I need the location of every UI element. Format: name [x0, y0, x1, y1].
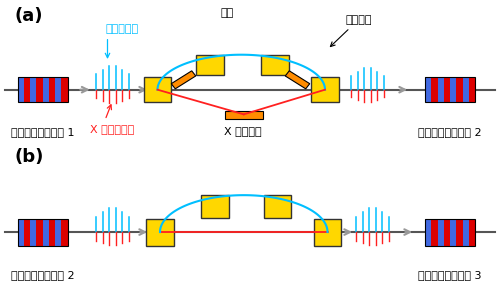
- Text: アンジュレーター 2: アンジュレーター 2: [10, 270, 74, 280]
- Text: (a): (a): [15, 7, 44, 25]
- Text: シケイン: シケイン: [345, 15, 372, 25]
- Bar: [24, 77, 30, 102]
- Text: 磁石: 磁石: [221, 7, 234, 18]
- Bar: [462, 77, 469, 102]
- Bar: [18, 77, 24, 102]
- Bar: [30, 77, 36, 102]
- Bar: [36, 77, 43, 102]
- Bar: [444, 77, 450, 102]
- Bar: [49, 218, 55, 246]
- Bar: [55, 218, 62, 246]
- Text: X 線ミラー: X 線ミラー: [224, 126, 262, 136]
- Bar: [36, 218, 43, 246]
- Bar: [55, 77, 62, 102]
- Text: アンジュレーター 1: アンジュレーター 1: [11, 127, 74, 137]
- Bar: [431, 218, 438, 246]
- Bar: [261, 55, 289, 75]
- Bar: [42, 218, 49, 246]
- Text: X 線レーザー: X 線レーザー: [90, 124, 134, 134]
- Bar: [144, 77, 171, 102]
- Bar: [450, 77, 456, 102]
- Bar: [311, 77, 339, 102]
- Bar: [42, 77, 49, 102]
- Text: 電子ビーム: 電子ビーム: [105, 24, 138, 34]
- Bar: [24, 218, 30, 246]
- Bar: [62, 77, 68, 102]
- Bar: [456, 218, 462, 246]
- Text: (b): (b): [15, 148, 44, 166]
- Bar: [286, 71, 310, 89]
- Bar: [425, 218, 431, 246]
- Bar: [264, 195, 291, 218]
- Bar: [172, 71, 196, 89]
- Bar: [314, 218, 341, 246]
- Bar: [456, 77, 462, 102]
- Bar: [462, 218, 469, 246]
- Bar: [444, 218, 450, 246]
- Bar: [18, 218, 68, 246]
- Bar: [18, 218, 24, 246]
- Bar: [146, 218, 174, 246]
- Bar: [469, 218, 475, 246]
- Bar: [431, 77, 438, 102]
- Bar: [438, 218, 444, 246]
- Bar: [18, 77, 68, 102]
- Bar: [450, 218, 456, 246]
- Bar: [438, 77, 444, 102]
- Bar: [30, 218, 36, 246]
- Text: アンジュレーター 3: アンジュレーター 3: [418, 270, 482, 280]
- Bar: [62, 218, 68, 246]
- Bar: [425, 77, 431, 102]
- Bar: [49, 77, 55, 102]
- Bar: [201, 195, 228, 218]
- Bar: [425, 77, 475, 102]
- Text: アンジュレーター 2: アンジュレーター 2: [418, 127, 482, 137]
- Bar: [469, 77, 475, 102]
- Bar: [425, 218, 475, 246]
- Bar: [196, 55, 224, 75]
- Bar: [225, 111, 262, 119]
